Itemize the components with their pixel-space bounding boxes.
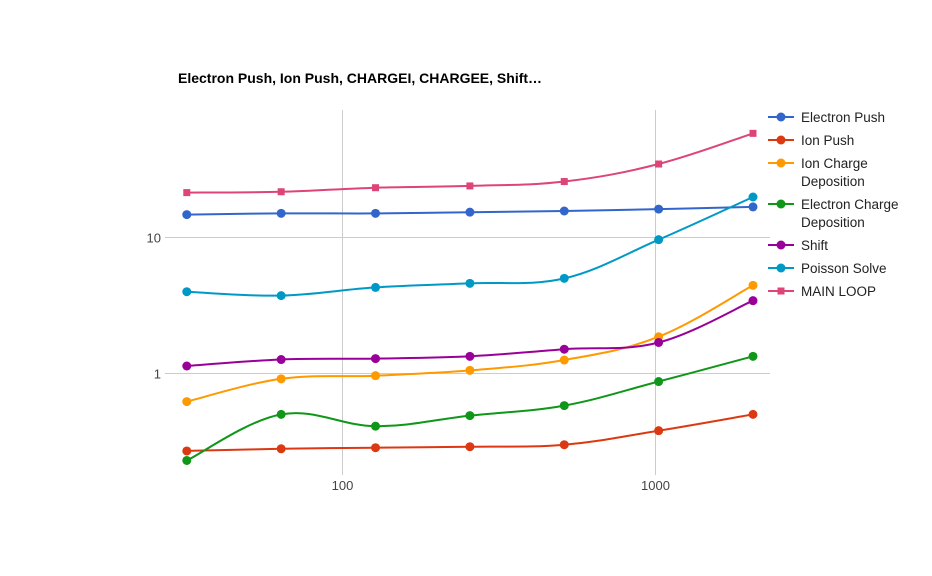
legend-label: Deposition (801, 174, 865, 189)
data-point-ion-push (654, 426, 664, 436)
legend-item-electron-charge-deposition[interactable]: Electron Charge Deposition (768, 197, 899, 230)
data-point-ion-push (182, 446, 192, 456)
data-point-electron-charge-deposition (465, 411, 475, 421)
data-point-ion-charge-deposition (559, 355, 569, 365)
data-point-poisson-solve (559, 273, 569, 283)
data-point-shift (559, 344, 569, 354)
data-point-electron-push (654, 204, 664, 214)
legend-label: Ion Push (801, 133, 854, 148)
data-point-ion-charge-deposition (276, 374, 286, 384)
legend-label: Electron Charge (801, 197, 899, 212)
legend-swatch-marker (776, 199, 786, 209)
y-tick-label: 1 (154, 367, 161, 382)
data-point-ion-push (465, 442, 475, 452)
legend-label: Poisson Solve (801, 261, 887, 276)
data-point-ion-charge-deposition (748, 280, 758, 290)
data-point-electron-charge-deposition (559, 401, 569, 411)
data-point-electron-push (748, 202, 758, 212)
x-tick-label: 100 (332, 478, 354, 493)
data-point-poisson-solve (182, 287, 192, 297)
data-point-electron-push (371, 208, 381, 218)
data-point-ion-push (371, 443, 381, 453)
legend-label: Electron Push (801, 110, 885, 125)
legend-item-ion-push[interactable]: Ion Push (768, 133, 854, 148)
data-point-shift (748, 296, 758, 306)
legend-swatch-marker (776, 112, 786, 122)
data-point-ion-push (559, 440, 569, 450)
legend-item-electron-push[interactable]: Electron Push (768, 110, 885, 125)
series-line-ion-charge-deposition (186, 284, 754, 403)
legend-swatch-marker (776, 263, 786, 273)
data-point-electron-charge-deposition (748, 351, 758, 361)
legend[interactable]: Electron Push Ion Push Ion Charge Depositio… (768, 110, 899, 299)
data-point-ion-push (748, 409, 758, 419)
data-point-shift (182, 361, 192, 371)
data-point-main-loop (183, 189, 191, 197)
data-point-shift (371, 354, 381, 364)
data-point-shift (654, 337, 664, 347)
series-markers (182, 129, 758, 465)
data-point-main-loop (466, 182, 474, 190)
x-tick-label: 1000 (641, 478, 670, 493)
data-point-electron-charge-deposition (276, 409, 286, 419)
data-point-poisson-solve (276, 291, 286, 301)
data-point-poisson-solve (371, 282, 381, 292)
legend-item-poisson-solve[interactable]: Poisson Solve (768, 261, 887, 276)
data-point-poisson-solve (748, 192, 758, 202)
legend-item-ion-charge-deposition[interactable]: Ion Charge Deposition (768, 156, 868, 189)
legend-label: Ion Charge (801, 156, 868, 171)
data-point-electron-push (276, 208, 286, 218)
data-point-poisson-solve (654, 235, 664, 245)
chart-title: Electron Push, Ion Push, CHARGEI, CHARGE… (178, 70, 543, 86)
y-tick-label: 10 (147, 231, 161, 246)
legend-swatch-marker (776, 135, 786, 145)
legend-label: Shift (801, 238, 828, 253)
data-point-ion-charge-deposition (371, 371, 381, 381)
data-point-electron-charge-deposition (182, 455, 192, 465)
legend-swatch-marker (776, 158, 786, 168)
data-point-main-loop (372, 184, 380, 192)
data-point-main-loop (749, 129, 757, 137)
axis-tick-labels: 1 10 100 1000 (147, 231, 670, 494)
data-point-main-loop (277, 188, 285, 196)
legend-item-shift[interactable]: Shift (768, 238, 828, 253)
data-point-ion-push (276, 444, 286, 454)
legend-label: Deposition (801, 215, 865, 230)
data-point-main-loop (560, 178, 568, 186)
data-point-shift (465, 351, 475, 361)
legend-label: MAIN LOOP (801, 284, 876, 299)
data-point-shift (276, 355, 286, 365)
legend-item-main-loop[interactable]: MAIN LOOP (768, 284, 876, 299)
data-point-electron-charge-deposition (371, 421, 381, 431)
data-point-electron-push (559, 206, 569, 216)
data-point-poisson-solve (465, 278, 475, 288)
data-point-ion-charge-deposition (465, 365, 475, 375)
legend-swatch-marker (777, 287, 785, 295)
gridlines (165, 110, 770, 475)
data-point-ion-charge-deposition (182, 397, 192, 407)
data-point-electron-charge-deposition (654, 377, 664, 387)
data-point-electron-push (465, 207, 475, 217)
data-point-main-loop (655, 160, 663, 168)
data-point-electron-push (182, 210, 192, 220)
legend-swatch-marker (776, 240, 786, 250)
